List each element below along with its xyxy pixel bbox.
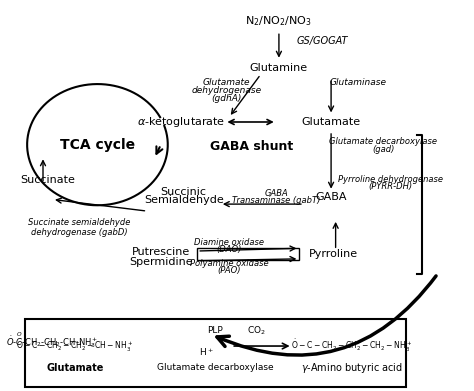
Text: dehydrogenase (gabD): dehydrogenase (gabD) <box>31 228 128 237</box>
Text: (DAO): (DAO) <box>216 245 242 254</box>
Text: CO$_2$: CO$_2$ <box>247 324 265 337</box>
Text: Glutamate decarboxylase: Glutamate decarboxylase <box>329 137 437 147</box>
Text: Transaminase (gabT): Transaminase (gabT) <box>232 196 321 206</box>
Text: $\gamma$-Amino butyric acid: $\gamma$-Amino butyric acid <box>301 361 402 375</box>
Text: dehydrogenase: dehydrogenase <box>191 86 262 95</box>
Text: (gad): (gad) <box>372 145 394 154</box>
Text: GABA: GABA <box>315 192 347 203</box>
Text: (PAO): (PAO) <box>217 266 241 275</box>
Text: Semialdehyde: Semialdehyde <box>144 195 224 205</box>
Text: Pyrroline dehydrogenase: Pyrroline dehydrogenase <box>337 175 443 185</box>
Text: TCA cycle: TCA cycle <box>60 138 135 152</box>
Text: Glutamine: Glutamine <box>250 63 308 74</box>
Text: Glutaminase: Glutaminase <box>330 77 387 87</box>
Text: Pyrroline: Pyrroline <box>309 249 358 259</box>
Text: $\mathregular{\dot{O}-C-CH_2-CH_2-CH-NH_3^+}$: $\mathregular{\dot{O}-C-CH_2-CH_2-CH-NH_… <box>16 338 133 354</box>
Text: Succinate semialdehyde: Succinate semialdehyde <box>28 218 130 228</box>
Text: Glutamate: Glutamate <box>203 77 250 87</box>
Text: $\dot{O}$-$\overset{O}{\underset{}{C}}$-CH$_2$-CH$_2$-CH-NH$_3^+$: $\dot{O}$-$\overset{O}{\underset{}{C}}$-… <box>6 330 98 350</box>
Bar <box>25 319 406 387</box>
Text: Spermidine: Spermidine <box>129 257 193 267</box>
Text: PLP: PLP <box>208 326 223 335</box>
Text: Putrescine: Putrescine <box>132 247 190 257</box>
Text: Succinic: Succinic <box>161 187 207 197</box>
Text: $\alpha$-ketoglutarate: $\alpha$-ketoglutarate <box>137 115 226 129</box>
Text: $\mathregular{\dot{O}-C-CH_2-CH_2-CH_2-NH_3^+}$: $\mathregular{\dot{O}-C-CH_2-CH_2-CH_2-N… <box>291 338 412 354</box>
Text: Polyamine oxidase: Polyamine oxidase <box>190 259 268 268</box>
Text: Diamine oxidase: Diamine oxidase <box>194 238 264 247</box>
Text: GABA: GABA <box>265 189 289 198</box>
Text: (gdhA): (gdhA) <box>211 94 242 104</box>
Text: Glutamate: Glutamate <box>46 362 103 373</box>
Text: Succinate: Succinate <box>20 175 75 185</box>
Text: Glutamate: Glutamate <box>301 117 361 127</box>
Text: GS/GOGAT: GS/GOGAT <box>296 36 348 46</box>
Text: GABA shunt: GABA shunt <box>210 140 293 153</box>
Text: N$_2$/NO$_2$/NO$_3$: N$_2$/NO$_2$/NO$_3$ <box>246 14 312 29</box>
Text: H$^+$: H$^+$ <box>199 346 214 358</box>
Text: Glutamate decarboxylase: Glutamate decarboxylase <box>157 363 273 372</box>
Bar <box>197 248 300 260</box>
Text: (PYRR-DH): (PYRR-DH) <box>368 182 412 191</box>
